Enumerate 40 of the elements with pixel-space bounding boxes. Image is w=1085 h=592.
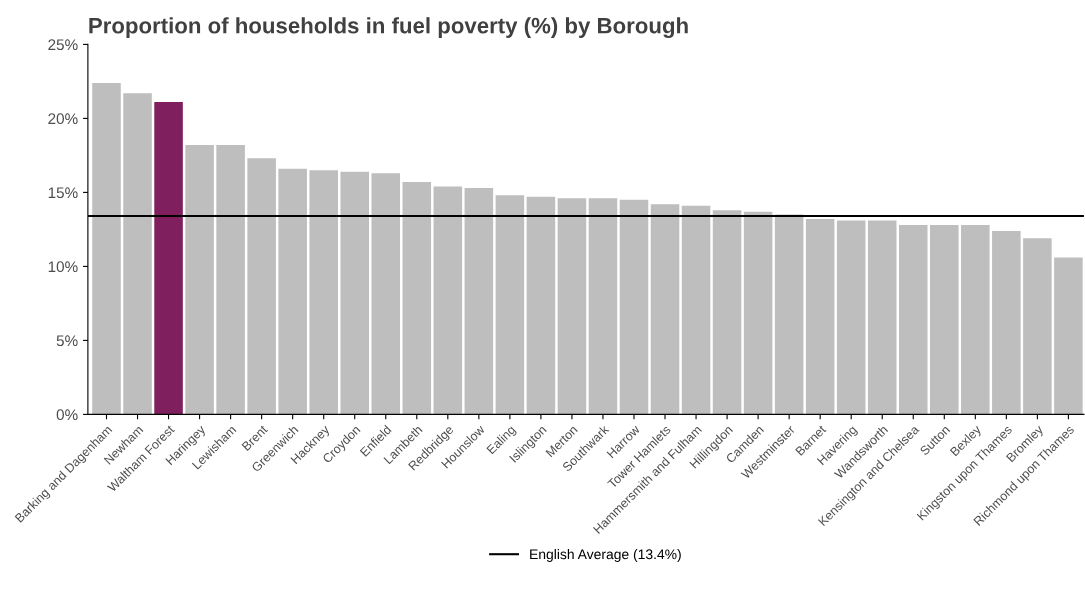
legend-label: English Average (13.4%) [530,549,681,562]
bar [402,182,432,415]
bar [340,171,370,415]
bar [154,102,183,415]
y-tick-label: 0% [56,409,78,421]
bar [930,224,959,415]
bar [557,198,587,415]
bar [836,220,866,415]
bar [123,93,152,415]
bar [216,145,245,415]
y-tick-label: 5% [56,335,78,347]
bar [1054,257,1083,415]
bar [1023,238,1052,415]
y-tick-label: 10% [48,261,78,273]
bar [992,230,1021,415]
bar [712,210,742,415]
bar [898,224,928,415]
bar [464,187,494,415]
y-tick-label: 25% [48,39,78,51]
bar [433,186,463,415]
bar [681,205,711,415]
bar [650,204,680,415]
bar [92,82,121,415]
bar [185,145,214,415]
bar [619,199,649,415]
bar [371,173,401,415]
bar [278,168,307,415]
bar [588,198,618,415]
chart-title: Proportion of households in fuel poverty (%) by Borough [89,17,688,38]
bar [495,195,525,415]
bar [743,211,773,415]
y-tick-label: 15% [48,187,78,199]
y-tick-label: 20% [48,113,78,125]
bar [526,196,556,415]
bar [774,214,804,415]
bar [867,220,897,415]
bar [961,224,990,415]
bar [805,219,835,415]
bar [309,170,338,415]
bar [247,158,276,415]
